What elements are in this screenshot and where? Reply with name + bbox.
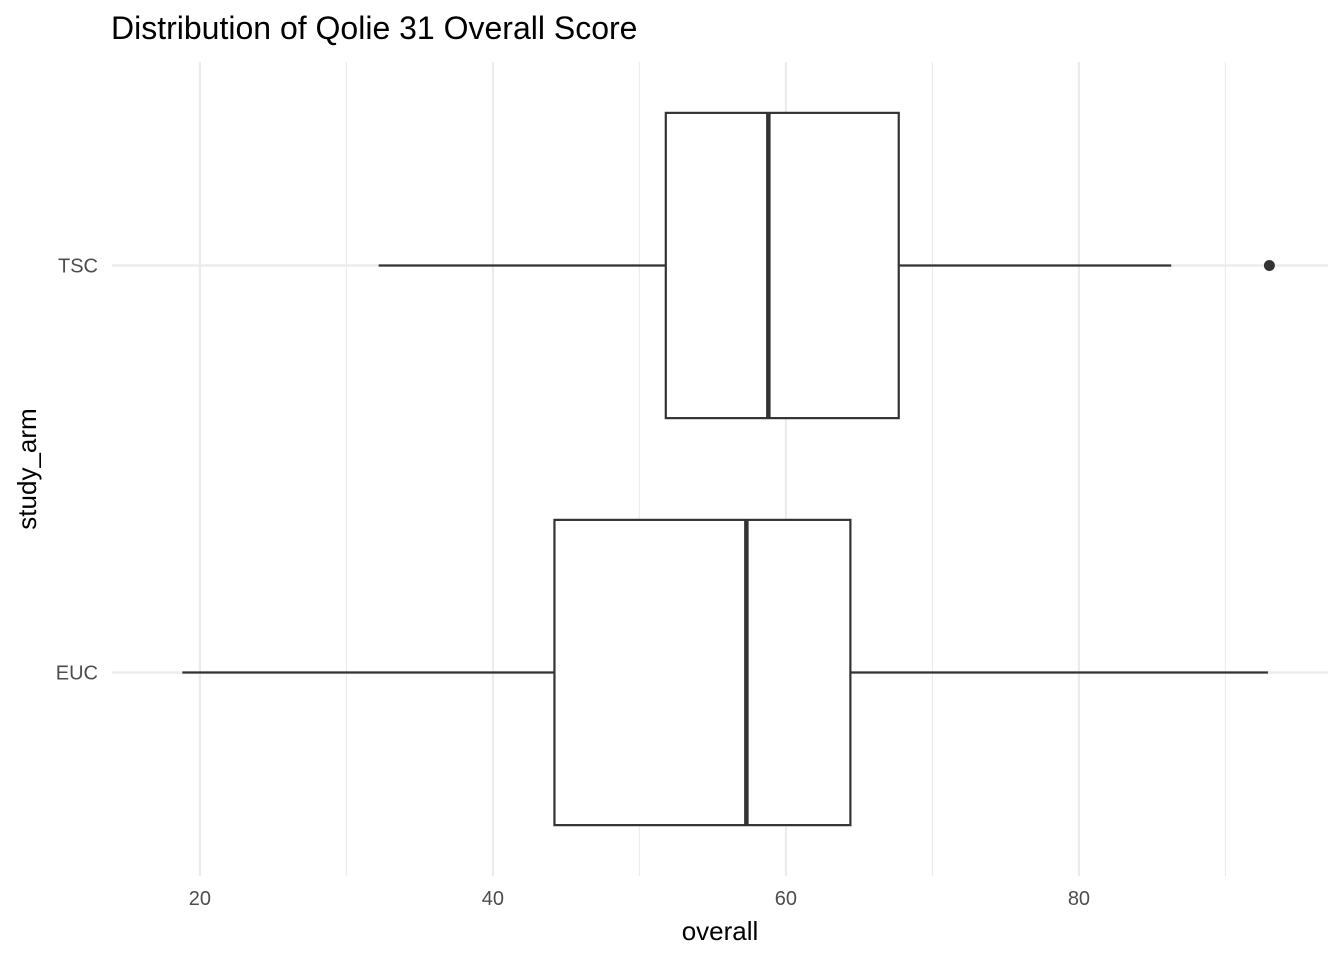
y-tick-label: EUC xyxy=(56,663,98,685)
boxes xyxy=(182,111,1275,827)
y-tick-label: TSC xyxy=(58,256,98,278)
box-iqr xyxy=(553,518,852,827)
chart-title: Distribution of Qolie 31 Overall Score xyxy=(111,10,637,46)
y-axis-label: study_arm xyxy=(12,408,42,529)
box-iqr xyxy=(664,111,900,420)
x-tick-label: 60 xyxy=(775,888,797,910)
x-tick-label: 80 xyxy=(1068,888,1090,910)
outlier-point xyxy=(1263,260,1275,271)
x-axis-label: overall xyxy=(682,916,759,946)
x-tick-label: 40 xyxy=(482,888,504,910)
x-tick-label: 20 xyxy=(189,888,211,910)
axis-ticks: 20 40 60 80 TSC EUC xyxy=(56,256,1090,911)
